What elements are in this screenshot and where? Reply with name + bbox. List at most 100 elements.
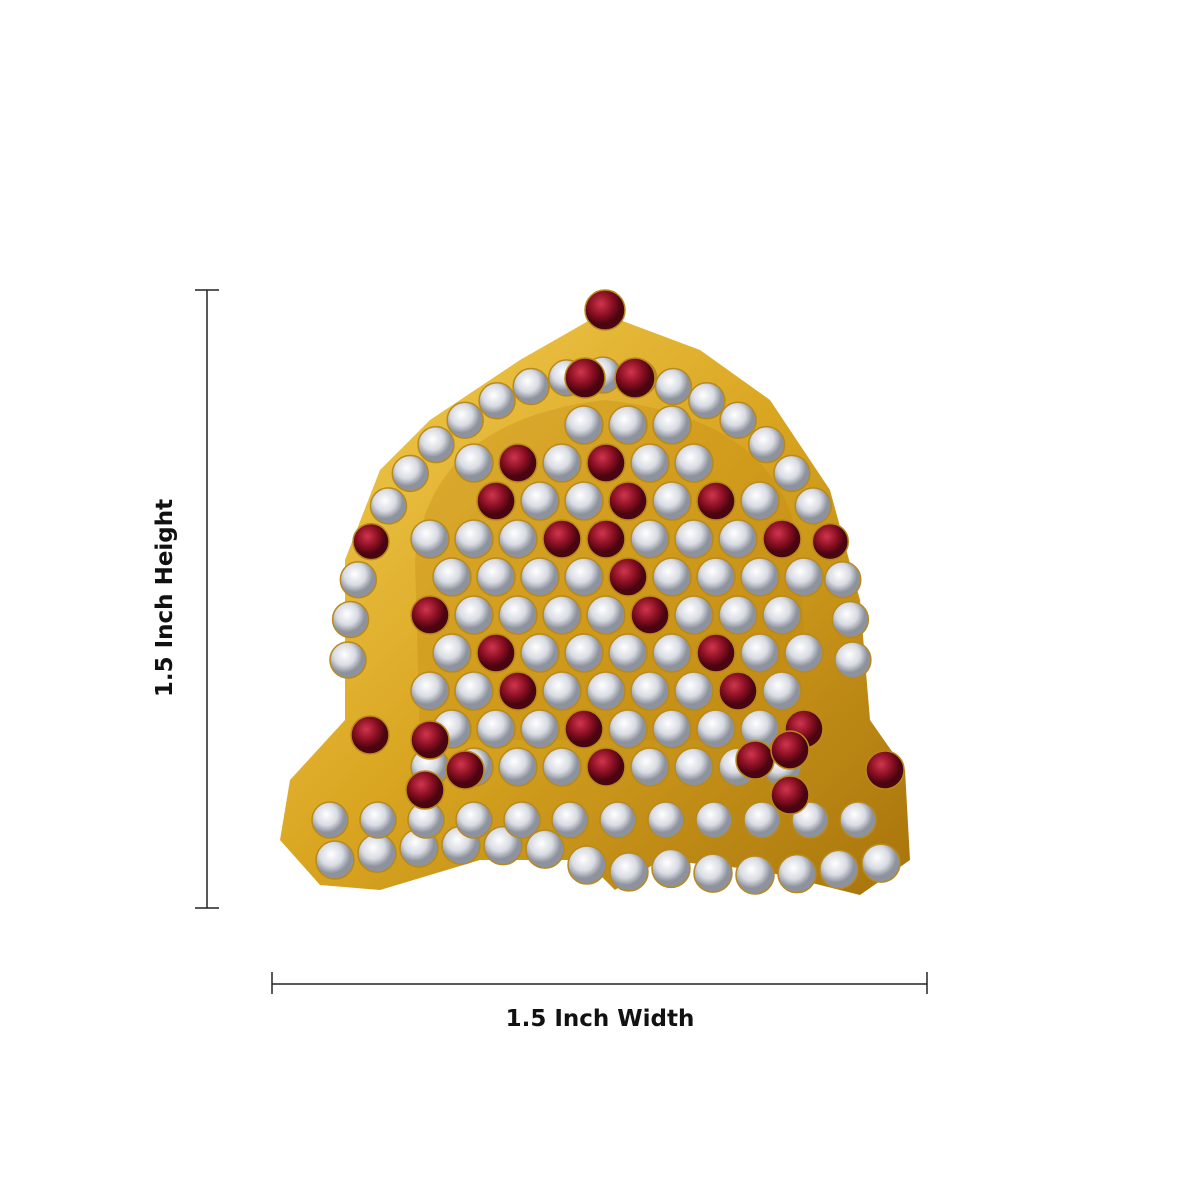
crystal-stone — [688, 382, 726, 420]
crystal-stone — [357, 833, 397, 873]
crystal-stone — [652, 709, 692, 749]
crystal-stone — [454, 443, 494, 483]
crystal-stone — [609, 852, 649, 892]
ruby-stone — [770, 775, 810, 815]
crystal-stone — [512, 367, 550, 406]
crystal-stone — [520, 557, 560, 597]
crystal-stone — [608, 709, 648, 749]
crystal-stone — [630, 519, 670, 559]
crystal-stone — [719, 401, 757, 439]
ruby-stone — [498, 443, 538, 483]
height-dimension-line — [195, 289, 219, 909]
crystal-stone — [369, 487, 408, 525]
crystal-stone — [564, 481, 604, 521]
crystal-stone — [743, 801, 781, 839]
crystal-stone — [410, 519, 450, 559]
crystal-stone — [329, 641, 367, 679]
ruby-stone — [445, 750, 485, 790]
crystal-stone — [586, 595, 626, 635]
crystal-stone — [478, 382, 516, 420]
crystal-stone — [819, 849, 859, 890]
crystal-stone — [773, 454, 811, 493]
crystal-stone — [542, 595, 582, 635]
ruby-stone — [564, 357, 606, 399]
ruby-stone — [564, 709, 604, 749]
ruby-stone — [350, 715, 390, 755]
width-label: 1.5 Inch Width — [505, 1006, 695, 1032]
crystal-stone — [652, 633, 692, 673]
crystal-stone — [674, 595, 714, 635]
crystal-stone — [630, 747, 670, 787]
crystal-stone — [331, 600, 370, 639]
crystal-stone — [652, 481, 692, 521]
crystal-stone — [432, 633, 472, 673]
crystal-stone — [498, 519, 538, 559]
crown-jewel — [280, 289, 910, 895]
crystal-stone — [564, 405, 604, 445]
crystal-stone — [608, 405, 648, 445]
crystal-stone — [630, 671, 670, 711]
crystal-stone — [520, 633, 560, 673]
ruby-stone — [476, 481, 516, 521]
crystal-stone — [564, 633, 604, 673]
crystal-stone — [839, 801, 877, 839]
crystal-stone — [718, 519, 758, 559]
crystal-stone — [417, 425, 455, 464]
ruby-stone — [718, 671, 758, 711]
ruby-stone — [696, 481, 736, 521]
crystal-stone — [630, 443, 670, 483]
crystal-stone — [476, 709, 516, 749]
crystal-stone — [740, 557, 780, 597]
ruby-stone — [410, 720, 450, 760]
crystal-stone — [735, 855, 775, 895]
crystal-stone — [834, 641, 872, 679]
crystal-stone — [651, 848, 691, 889]
crystal-stone — [762, 595, 802, 635]
crystal-stone — [359, 801, 397, 839]
crystal-stone — [520, 709, 560, 749]
crystal-stone — [718, 595, 758, 635]
ruby-stone — [770, 730, 810, 770]
ruby-stone — [476, 633, 516, 673]
crystal-stone — [498, 595, 538, 635]
crystal-stone — [740, 481, 780, 521]
crystal-stone — [747, 425, 786, 464]
crystal-stone — [599, 801, 637, 839]
crystal-stone — [695, 801, 733, 839]
ruby-stone — [762, 519, 802, 559]
crystal-stone — [674, 671, 714, 711]
crystal-stone — [784, 633, 824, 673]
ruby-stone — [542, 519, 582, 559]
crystal-stone — [586, 671, 626, 711]
crystal-stone — [525, 829, 565, 869]
ruby-stone — [608, 481, 648, 521]
crystal-stone — [446, 401, 484, 439]
ruby-stone — [352, 522, 390, 561]
crystal-stone — [503, 801, 541, 839]
ruby-stone — [586, 747, 626, 787]
ruby-stone — [608, 557, 648, 597]
height-label: 1.5 Inch Height — [152, 498, 178, 698]
crystal-stone — [454, 519, 494, 559]
crystal-stone — [311, 801, 349, 839]
crystal-stone — [542, 747, 582, 787]
crystal-stone — [674, 519, 714, 559]
crystal-stone — [608, 633, 648, 673]
ruby-stone — [586, 519, 626, 559]
crystal-stone — [696, 557, 736, 597]
crystal-stone — [551, 801, 589, 839]
crystal-stone — [315, 840, 355, 880]
crystal-stone — [391, 454, 430, 493]
ruby-stone — [696, 633, 736, 673]
crystal-stone — [784, 557, 824, 597]
crystal-stone — [454, 671, 494, 711]
crystal-stone — [520, 481, 560, 521]
crystal-stone — [674, 443, 714, 483]
ruby-stone — [630, 595, 670, 635]
ruby-stone — [811, 522, 850, 561]
crystal-stone — [564, 557, 604, 597]
crystal-stone — [777, 853, 817, 894]
crystal-stone — [762, 671, 802, 711]
ruby-stone — [405, 770, 445, 810]
